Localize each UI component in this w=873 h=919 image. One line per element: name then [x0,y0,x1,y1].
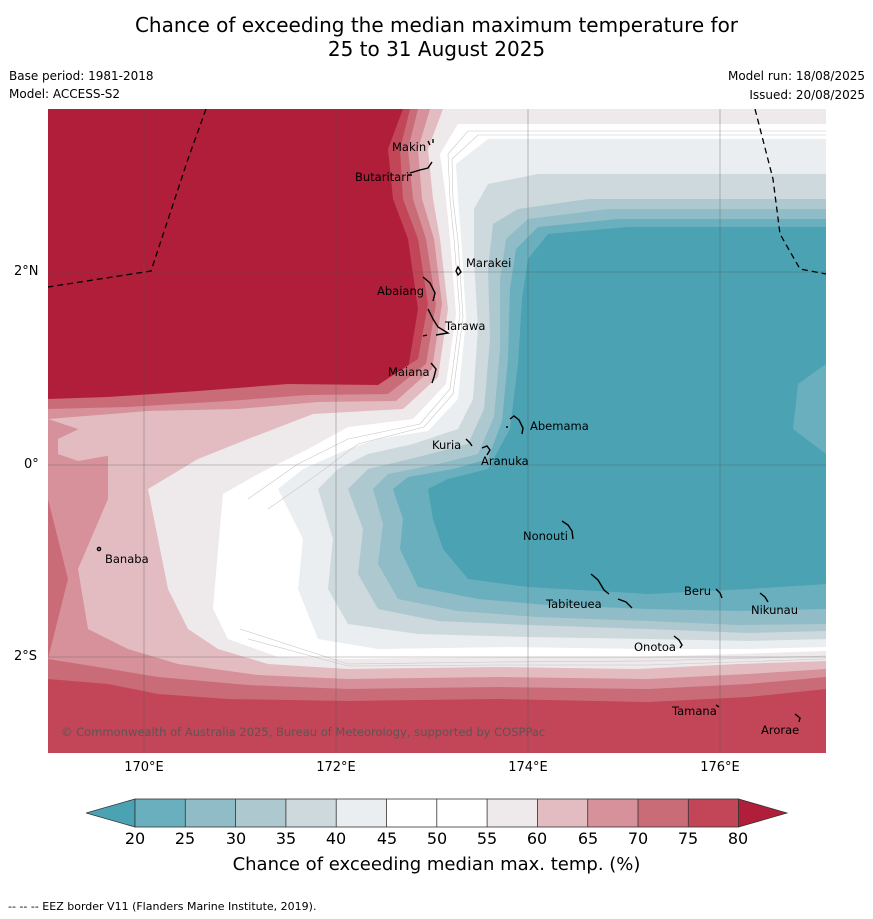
label-beru: Beru [684,584,711,598]
abemama-shape [506,415,524,435]
map: Makin Butaritari Marakei Abaiang Tarawa … [48,109,826,753]
label-butaritari: Butaritari [355,170,409,184]
tarawa-shape [422,308,450,337]
colorbar-75-80 [688,799,739,827]
colorbar-35-40 [285,799,337,827]
band-lt-20 [428,227,826,594]
colorbar-tick: 30 [225,829,247,848]
copyright-notice: © Commonwealth of Australia 2025, Bureau… [61,725,545,739]
marakei-shape [455,265,462,277]
colorbar-tick: 35 [275,829,297,848]
eez-footnote: -- -- -- EEZ border V11 (Flanders Marine… [8,900,317,913]
colorbar-50-55 [436,799,488,827]
colorbar-tick: 25 [174,829,196,848]
band-20-25-east [803,384,826,449]
colorbar-55-60 [487,799,538,827]
colorbar-tick: 20 [124,829,146,848]
label-banaba: Banaba [105,552,149,566]
label-abaiang: Abaiang [377,284,424,298]
colorbar-tick: 40 [325,829,347,848]
label-kuria: Kuria [432,438,461,452]
label-tarawa: Tarawa [444,319,485,333]
tabiteuea-shape [590,573,633,609]
colorbar-lt20-arrow [86,798,136,828]
lon-label-174e: 174°E [508,760,548,775]
colorbar-label: Chance of exceeding median max. temp. (%… [232,854,641,875]
aranuka-shape [481,445,491,456]
colorbar-tick: 60 [526,829,548,848]
label-nonouti: Nonouti [523,529,568,543]
butaritari-shape [408,161,433,176]
banaba-shape [96,546,102,552]
label-aranuka: Aranuka [481,454,529,468]
colorbar-40-45 [336,799,387,827]
colorbar-tick: 55 [476,829,498,848]
nikunau-shape [759,592,769,603]
colorbar-tick: 80 [727,829,749,848]
colorbar-gt80-arrow [738,798,788,828]
lat-label-2n: 2°N [14,264,39,279]
onotoa-shape [673,635,683,649]
abaiang-shape [422,276,436,302]
colorbar-tick: 70 [627,829,649,848]
lon-label-172e: 172°E [316,760,356,775]
tamana-shape [715,704,720,708]
label-tabiteuea: Tabiteuea [545,597,602,611]
label-tamana: Tamana [671,704,717,718]
label-marakei: Marakei [466,256,511,270]
colorbar-60-65 [537,799,588,827]
colorbar-70-75 [638,799,689,827]
lon-label-176e: 176°E [700,760,740,775]
colorbar-25-30 [185,799,236,827]
title-line-2: 25 to 31 August 2025 [327,37,546,61]
eez-border-west [48,109,207,288]
colorbar-65-70 [587,799,638,827]
colorbar-tick: 75 [677,829,699,848]
colorbar [86,798,788,828]
colorbar-20-25 [135,799,186,827]
makin-shape [427,139,434,146]
model-name: Model: ACCESS-S2 [9,87,121,101]
lat-label-2s: 2°S [14,649,38,664]
model-run: Model run: 18/08/2025 [727,69,865,83]
colorbar-tick: 65 [577,829,599,848]
kuria-shape [465,438,473,447]
colorbar-45-50 [386,799,437,827]
colorbar-tick: 50 [426,829,448,848]
colorbar-30-35 [235,799,286,827]
beru-shape [715,588,723,599]
label-makin: Makin [392,140,426,154]
band-60-65-west-patch [58,427,133,461]
label-abemama: Abemama [530,419,589,433]
lon-label-170e: 170°E [124,760,164,775]
label-arorae: Arorae [761,723,799,737]
lat-label-0: 0° [24,457,39,472]
nonouti-shape [561,520,574,540]
label-nikunau: Nikunau [751,603,798,617]
label-maiana: Maiana [388,365,430,379]
title-line-1: Chance of exceeding the median maximum t… [134,13,739,37]
colorbar-tick: 45 [376,829,398,848]
base-period: Base period: 1981-2018 [9,69,154,83]
issued-date: Issued: 20/08/2025 [749,88,865,102]
arorae-shape [794,713,801,723]
label-onotoa: Onotoa [634,640,676,654]
maiana-shape [430,362,437,384]
